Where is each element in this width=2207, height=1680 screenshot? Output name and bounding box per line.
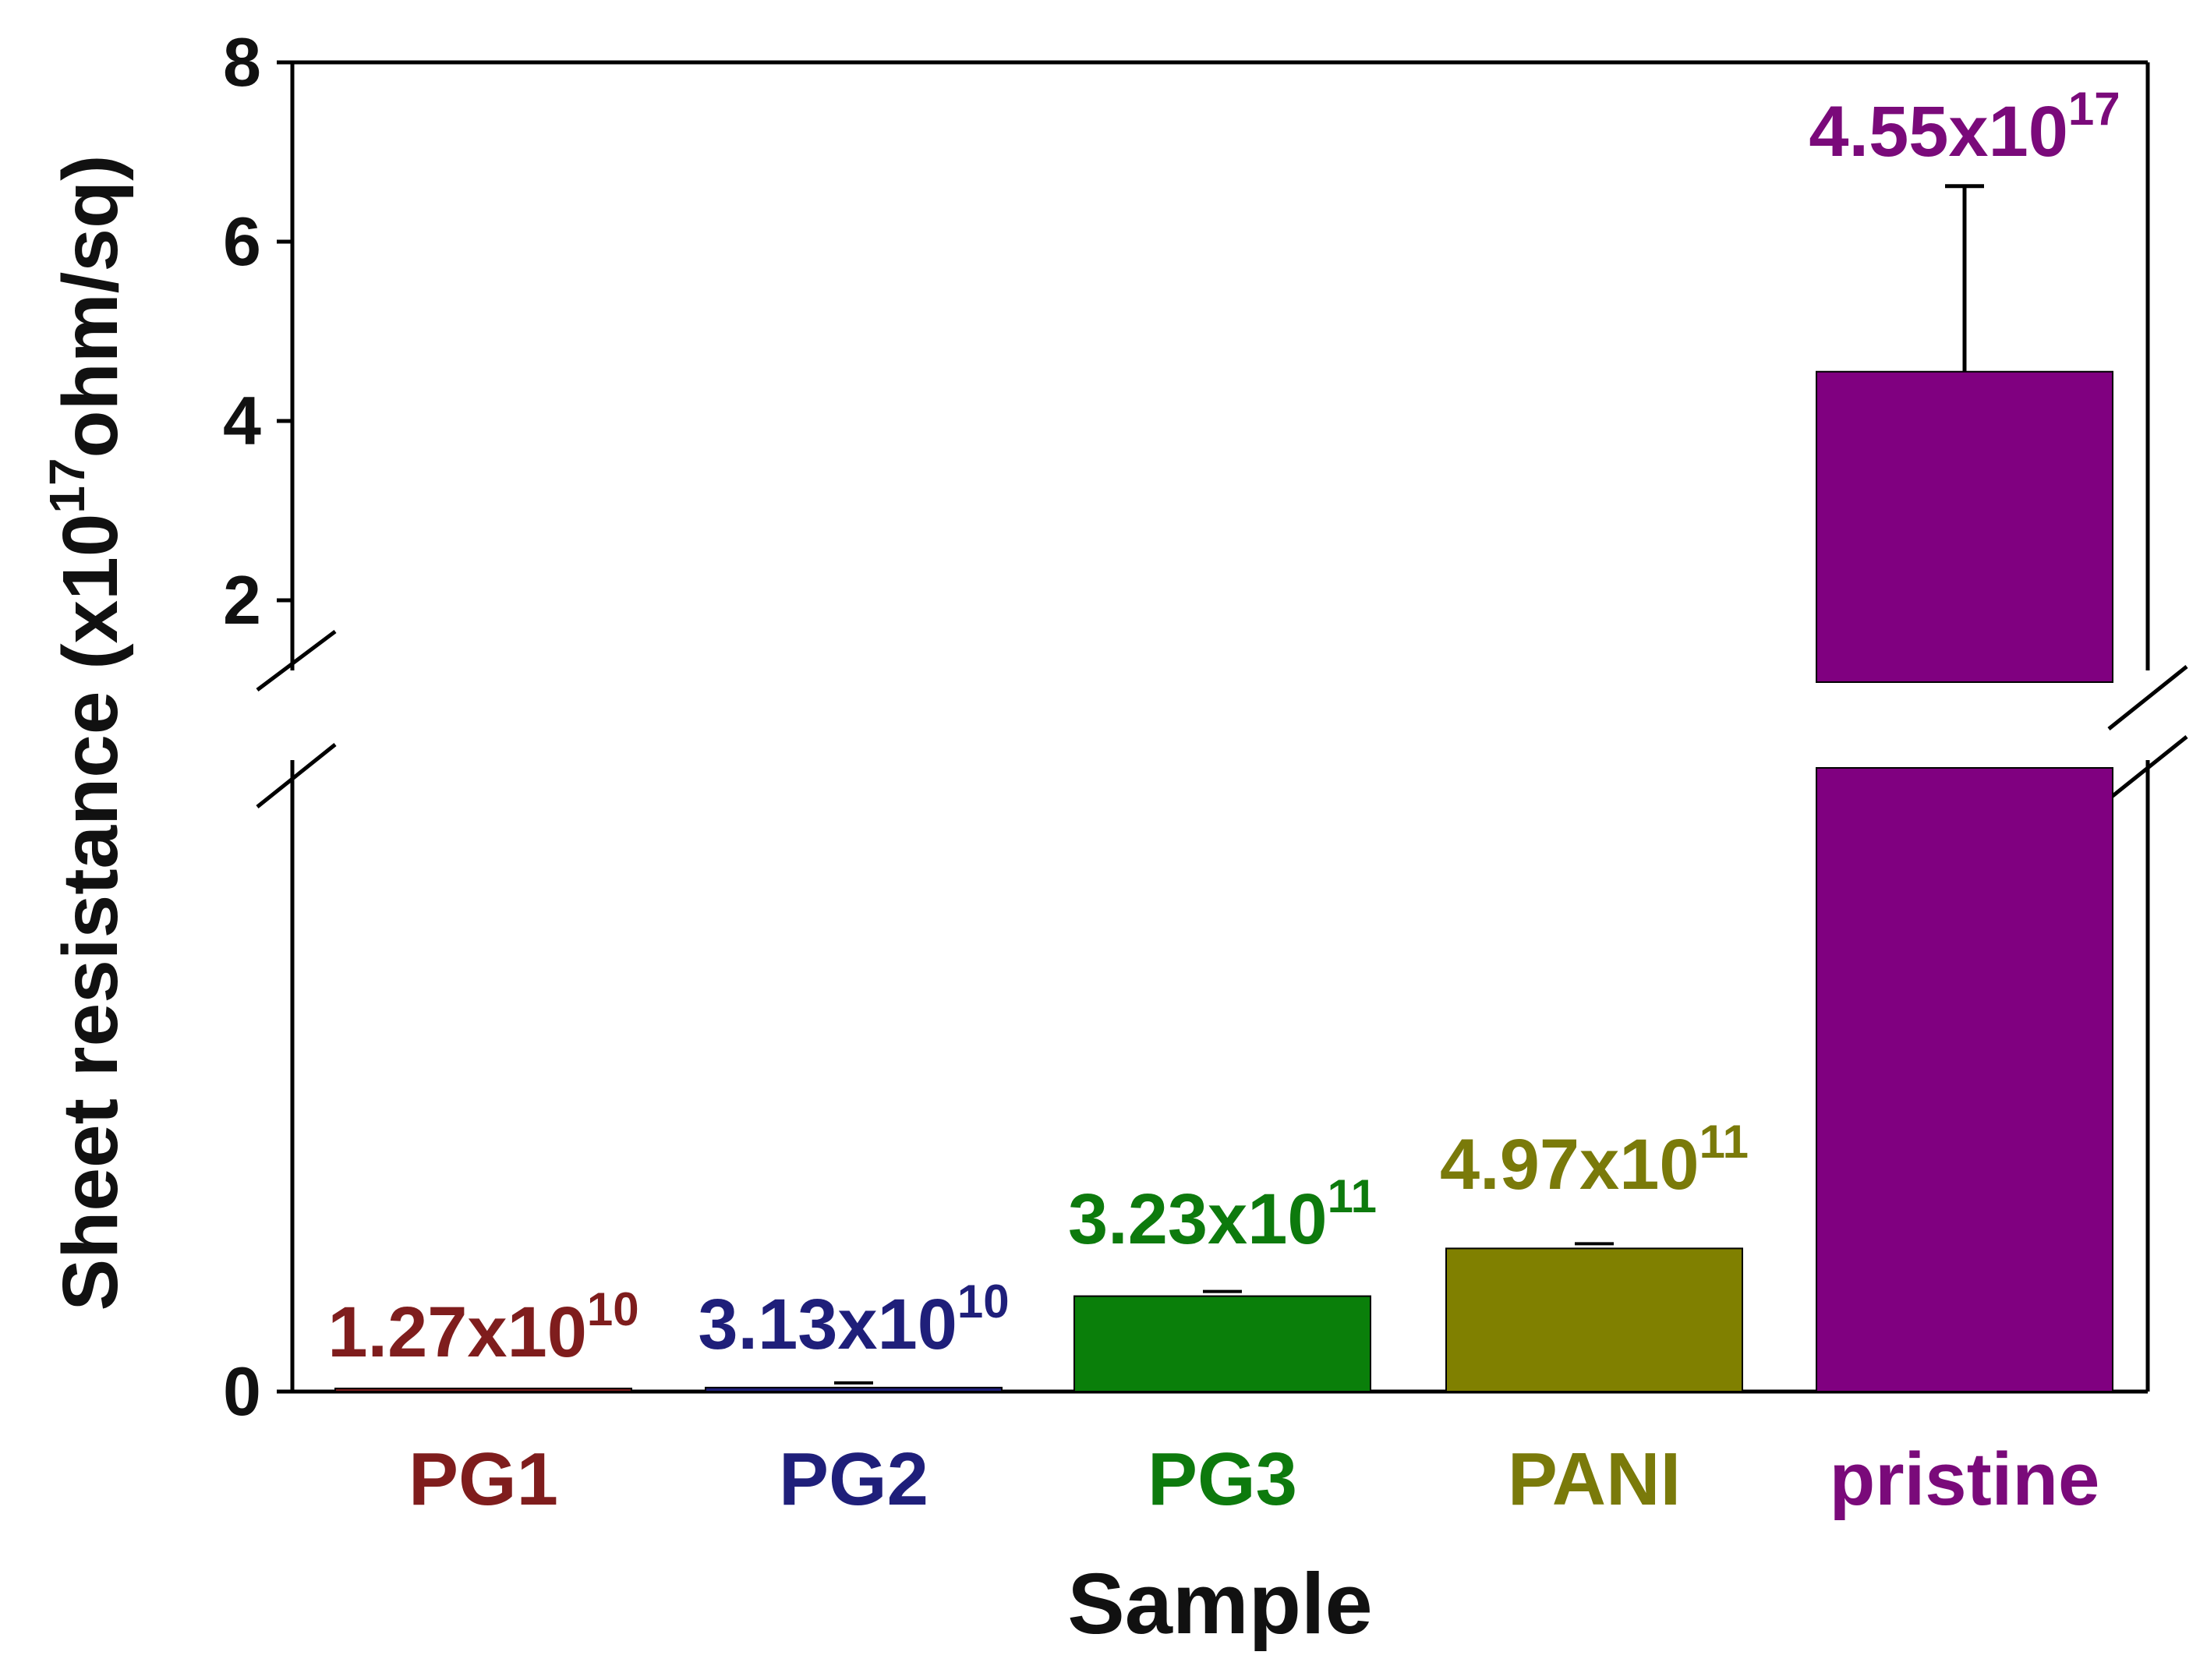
- labels-group: PG1 PG2 PG3 PANI pristine 1.27x1010 3.13x1010 3…: [39, 83, 2120, 1652]
- bar-pg3: [1073, 1295, 1371, 1392]
- bar-pani: [1445, 1247, 1743, 1393]
- value-label: 4.97x1011: [1440, 1116, 1749, 1204]
- axis-break-mark-left-lower: [256, 743, 337, 808]
- y-axis-label: Sheet resistance (x1017ohm/sq): [39, 155, 134, 1311]
- y-tick-label: 0: [223, 1353, 261, 1430]
- x-tick-label-pg2: PG2: [779, 1438, 928, 1521]
- bar-pg2: [705, 1386, 1003, 1393]
- value-label: 4.55x1017: [1809, 83, 2120, 172]
- bar-pg1: [334, 1388, 632, 1392]
- axis-break-mark-right-upper: [2107, 665, 2188, 730]
- value-label: 3.13x1010: [698, 1275, 1009, 1364]
- value-label: 3.23x1011: [1068, 1170, 1377, 1259]
- x-tick-label-pristine: pristine: [1830, 1438, 2100, 1521]
- y-tick-label: 8: [223, 23, 261, 101]
- y-tick-label: 2: [223, 561, 261, 638]
- x-axis-label: Sample: [1067, 1556, 1372, 1652]
- x-tick-label-pg1: PG1: [409, 1438, 558, 1521]
- y-tick-label: 6: [223, 203, 261, 280]
- x-tick-label-pg3: PG3: [1148, 1438, 1297, 1521]
- axis-break-mark-right-lower: [2107, 735, 2188, 801]
- x-tick-label-pani: PANI: [1508, 1438, 1681, 1521]
- bars-group: [334, 184, 2113, 1393]
- y-tick-label: 4: [223, 382, 261, 459]
- bar-pristine-lower: [1816, 767, 2113, 1392]
- value-label: 1.27x1010: [327, 1283, 638, 1372]
- axis-break-mark-left-upper: [256, 630, 337, 691]
- bar-pristine-upper: [1816, 370, 2113, 683]
